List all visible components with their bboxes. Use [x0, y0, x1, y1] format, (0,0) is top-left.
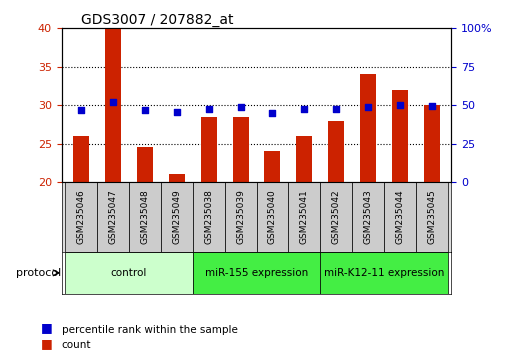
- FancyBboxPatch shape: [352, 182, 384, 252]
- Text: percentile rank within the sample: percentile rank within the sample: [62, 325, 238, 335]
- Text: protocol: protocol: [16, 268, 62, 278]
- Bar: [265, 151, 281, 182]
- FancyBboxPatch shape: [225, 182, 256, 252]
- Bar: [73, 136, 89, 182]
- Bar: [169, 174, 185, 182]
- Text: GSM235039: GSM235039: [236, 189, 245, 244]
- FancyBboxPatch shape: [65, 182, 97, 252]
- Bar: [65, 252, 192, 294]
- Text: miR-K12-11 expression: miR-K12-11 expression: [324, 268, 445, 278]
- Point: [364, 104, 372, 109]
- FancyBboxPatch shape: [321, 182, 352, 252]
- Bar: [232, 117, 248, 182]
- Point: [172, 109, 181, 115]
- Point: [76, 107, 85, 113]
- Bar: [105, 28, 121, 182]
- FancyBboxPatch shape: [256, 182, 288, 252]
- Text: GSM235048: GSM235048: [140, 190, 149, 244]
- Text: GSM235047: GSM235047: [108, 190, 117, 244]
- Point: [141, 107, 149, 113]
- Text: GSM235040: GSM235040: [268, 190, 277, 244]
- Text: GSM235046: GSM235046: [76, 190, 85, 244]
- Text: count: count: [62, 341, 91, 350]
- Text: GSM235038: GSM235038: [204, 189, 213, 244]
- Bar: [360, 74, 377, 182]
- Point: [236, 105, 245, 110]
- Text: miR-155 expression: miR-155 expression: [205, 268, 308, 278]
- Bar: [321, 252, 448, 294]
- Text: GSM235042: GSM235042: [332, 190, 341, 244]
- Text: GSM235044: GSM235044: [396, 190, 405, 244]
- FancyBboxPatch shape: [288, 182, 321, 252]
- FancyBboxPatch shape: [97, 182, 129, 252]
- Text: GSM235041: GSM235041: [300, 190, 309, 244]
- Point: [268, 110, 277, 116]
- Point: [396, 102, 404, 108]
- Point: [428, 103, 437, 109]
- Point: [300, 106, 308, 112]
- FancyBboxPatch shape: [161, 182, 192, 252]
- Bar: [297, 136, 312, 182]
- Text: control: control: [110, 268, 147, 278]
- Point: [332, 106, 341, 112]
- Text: GSM235049: GSM235049: [172, 190, 181, 244]
- FancyBboxPatch shape: [129, 182, 161, 252]
- Text: GSM235045: GSM235045: [428, 190, 437, 244]
- Point: [205, 106, 213, 112]
- Bar: [328, 121, 344, 182]
- Bar: [424, 105, 440, 182]
- Text: ■: ■: [41, 337, 53, 350]
- Bar: [392, 90, 408, 182]
- Point: [109, 99, 117, 105]
- Bar: [201, 117, 216, 182]
- Text: GDS3007 / 207882_at: GDS3007 / 207882_at: [81, 13, 233, 27]
- Text: ■: ■: [41, 321, 53, 335]
- FancyBboxPatch shape: [416, 182, 448, 252]
- FancyBboxPatch shape: [384, 182, 416, 252]
- Bar: [136, 148, 153, 182]
- FancyBboxPatch shape: [192, 182, 225, 252]
- Text: GSM235043: GSM235043: [364, 190, 373, 244]
- Bar: [192, 252, 321, 294]
